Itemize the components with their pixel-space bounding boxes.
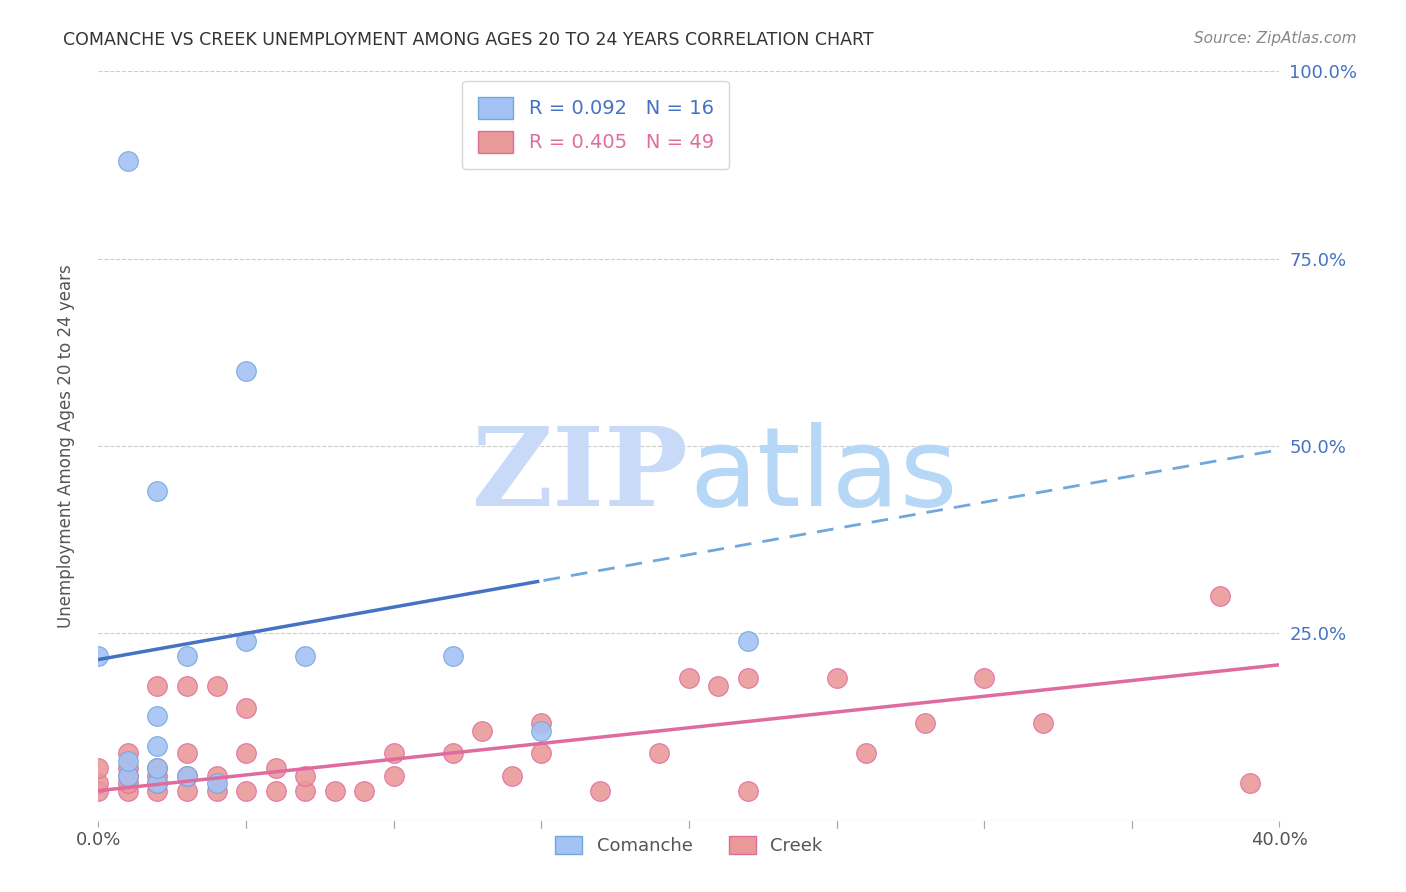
Point xyxy=(648,746,671,760)
Point xyxy=(117,769,139,783)
Point xyxy=(530,716,553,731)
Point xyxy=(176,648,198,663)
Point xyxy=(235,633,257,648)
Point xyxy=(973,671,995,685)
Point xyxy=(146,483,169,498)
Point xyxy=(117,746,139,760)
Point xyxy=(441,648,464,663)
Point xyxy=(501,769,523,783)
Point xyxy=(146,776,169,790)
Point xyxy=(146,783,169,797)
Point xyxy=(235,746,257,760)
Y-axis label: Unemployment Among Ages 20 to 24 years: Unemployment Among Ages 20 to 24 years xyxy=(56,264,75,628)
Point xyxy=(737,783,759,797)
Point xyxy=(353,783,375,797)
Point xyxy=(471,723,494,738)
Point xyxy=(323,783,346,797)
Point xyxy=(382,769,405,783)
Point xyxy=(737,633,759,648)
Point xyxy=(146,761,169,775)
Point xyxy=(205,769,228,783)
Text: ZIP: ZIP xyxy=(472,423,689,530)
Point xyxy=(87,761,110,775)
Point xyxy=(146,769,169,783)
Point xyxy=(1032,716,1054,731)
Point xyxy=(117,769,139,783)
Point xyxy=(235,783,257,797)
Point xyxy=(1209,589,1232,603)
Point xyxy=(914,716,936,731)
Point xyxy=(294,783,316,797)
Point xyxy=(205,679,228,693)
Point xyxy=(855,746,877,760)
Text: atlas: atlas xyxy=(689,423,957,530)
Point xyxy=(530,723,553,738)
Point xyxy=(87,648,110,663)
Point xyxy=(264,783,287,797)
Legend: Comanche, Creek: Comanche, Creek xyxy=(547,827,831,864)
Point xyxy=(117,783,139,797)
Point xyxy=(294,769,316,783)
Point xyxy=(176,783,198,797)
Point xyxy=(707,679,730,693)
Point xyxy=(176,769,198,783)
Point xyxy=(294,648,316,663)
Point xyxy=(146,739,169,753)
Point xyxy=(117,776,139,790)
Point xyxy=(441,746,464,760)
Point xyxy=(146,679,169,693)
Point xyxy=(264,761,287,775)
Point xyxy=(737,671,759,685)
Text: COMANCHE VS CREEK UNEMPLOYMENT AMONG AGES 20 TO 24 YEARS CORRELATION CHART: COMANCHE VS CREEK UNEMPLOYMENT AMONG AGE… xyxy=(63,31,875,49)
Point xyxy=(87,783,110,797)
Point xyxy=(146,708,169,723)
Point xyxy=(117,754,139,768)
Point xyxy=(176,746,198,760)
Point xyxy=(176,769,198,783)
Point xyxy=(589,783,612,797)
Point xyxy=(87,776,110,790)
Point xyxy=(146,761,169,775)
Point xyxy=(205,783,228,797)
Point xyxy=(205,776,228,790)
Point xyxy=(146,776,169,790)
Point xyxy=(382,746,405,760)
Point xyxy=(678,671,700,685)
Point xyxy=(1239,776,1261,790)
Point xyxy=(235,364,257,378)
Point xyxy=(117,761,139,775)
Point xyxy=(117,154,139,169)
Point xyxy=(235,701,257,715)
Point xyxy=(825,671,848,685)
Point xyxy=(530,746,553,760)
Point xyxy=(176,679,198,693)
Text: Source: ZipAtlas.com: Source: ZipAtlas.com xyxy=(1194,31,1357,46)
